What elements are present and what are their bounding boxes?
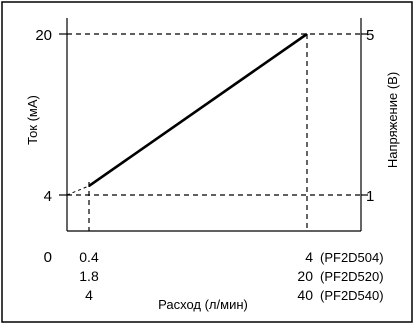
x-min-label-row2: 1.8 [79,268,99,284]
model-label-row3: (PF2D540) [320,288,384,303]
extrapolation-line [66,185,90,196]
x-max-label-row1: 4 [305,249,313,265]
x-min-label-row1: 0.4 [79,249,99,265]
x-max-label-row3: 40 [297,287,313,303]
right-axis-title: Напряжение (В) [385,72,400,168]
x-max-label-row2: 20 [297,268,313,284]
left-tick-label-4: 4 [44,188,52,205]
left-tick-label-20: 20 [35,27,52,44]
series-line [88,32,308,188]
right-tick-label-5: 5 [366,27,374,44]
left-axis-title: Ток (мА) [25,95,40,145]
x-min-label-row3: 4 [85,287,93,303]
model-label-row1: (PF2D504) [320,250,384,265]
x-axis-title: Расход (л/мин) [158,297,248,312]
right-tick-label-1: 1 [366,188,374,205]
model-label-row2: (PF2D520) [320,269,384,284]
x-origin-label: 0 [44,249,52,266]
